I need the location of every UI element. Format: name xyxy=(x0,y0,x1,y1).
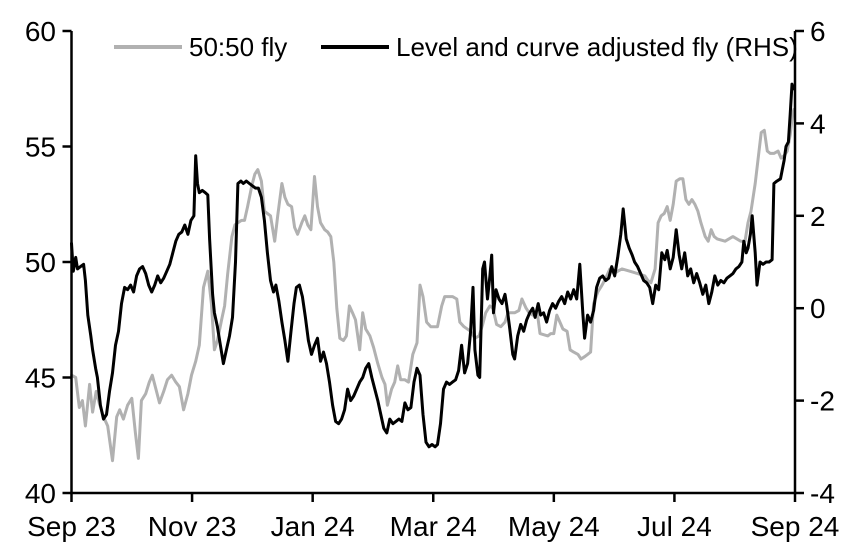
right-axis-tick-label: 0 xyxy=(810,293,826,324)
left-axis-tick-label: 60 xyxy=(25,16,56,47)
right-axis-tick-label: 4 xyxy=(810,108,826,139)
x-axis-tick-label: Sep 23 xyxy=(27,511,116,542)
x-axis-tick-label: Jul 24 xyxy=(637,511,712,542)
right-axis-tick-label: -2 xyxy=(810,386,835,417)
left-axis-tick-label: 55 xyxy=(25,132,56,163)
x-axis-tick-label: May 24 xyxy=(508,511,600,542)
left-axis-tick-label: 40 xyxy=(25,478,56,509)
left-axis-tick-label: 50 xyxy=(25,247,56,278)
left-axis-tick-label: 45 xyxy=(25,363,56,394)
x-axis-tick-label: Nov 23 xyxy=(148,511,237,542)
series-line-0 xyxy=(70,108,796,463)
x-axis-tick-label: Jan 24 xyxy=(271,511,355,542)
series-line-1 xyxy=(70,82,796,449)
right-axis-tick-label: -4 xyxy=(810,478,835,509)
x-axis-tick-label: Sep 24 xyxy=(751,511,840,542)
right-axis-tick-label: 6 xyxy=(810,16,826,47)
x-axis-tick-label: Mar 24 xyxy=(390,511,477,542)
right-axis-tick-label: 2 xyxy=(810,201,826,232)
